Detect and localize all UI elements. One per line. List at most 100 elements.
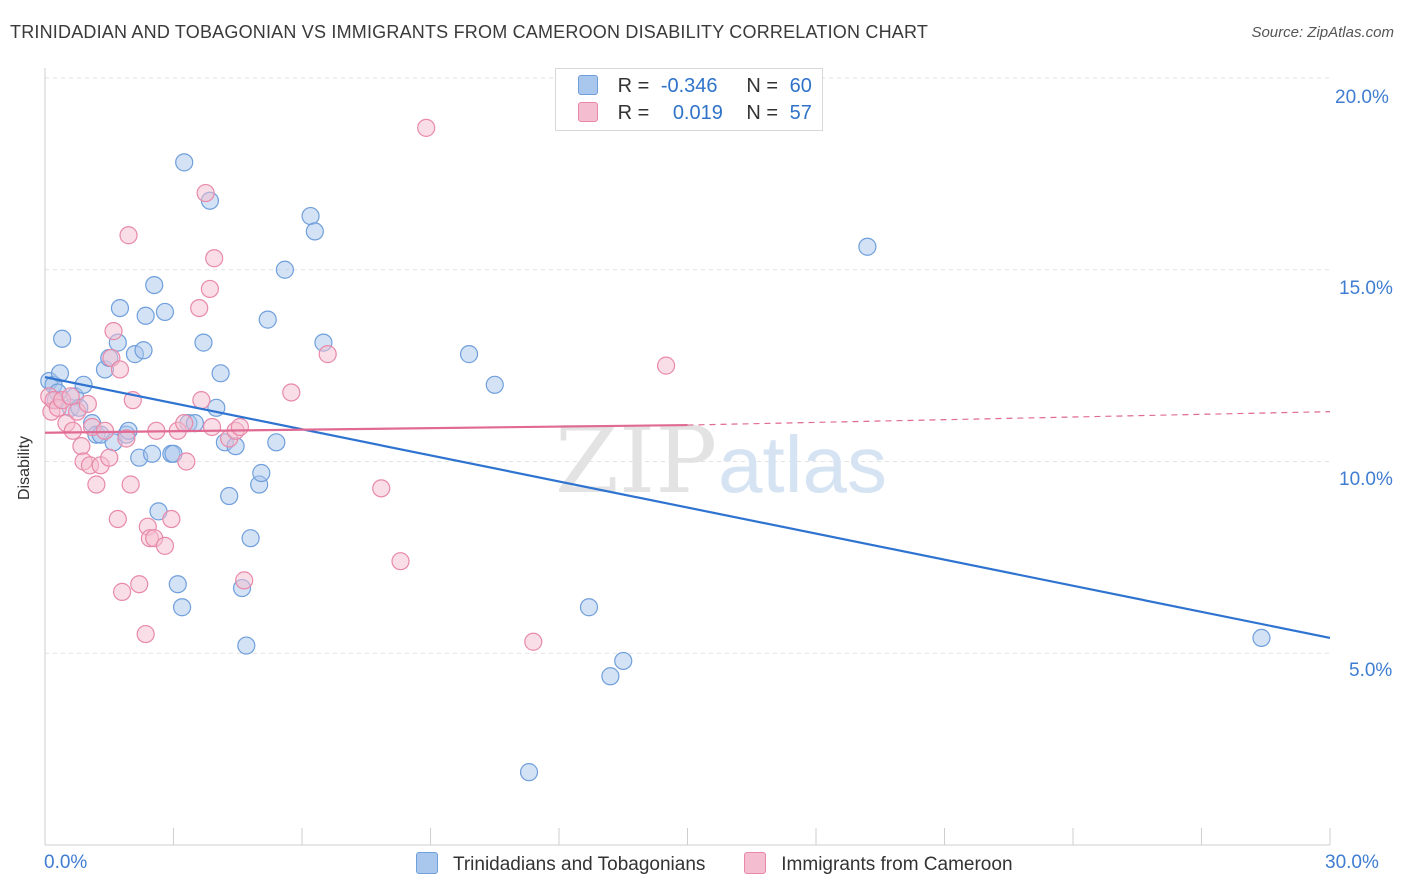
point-trinidadian <box>168 575 187 594</box>
point-cameroon <box>417 118 436 137</box>
point-trinidadian <box>211 364 230 383</box>
point-trinidadian <box>305 222 324 241</box>
point-trinidadian <box>252 463 271 483</box>
point-trinidadian <box>275 260 294 279</box>
point-trinidadian <box>172 598 192 617</box>
chart-title: TRINIDADIAN AND TOBAGONIAN VS IMMIGRANTS… <box>10 22 929 42</box>
point-cameroon <box>108 509 127 529</box>
point-cameroon <box>175 414 194 433</box>
point-trinidadian <box>601 667 620 686</box>
y-tick-label-15: 15.0% <box>1339 278 1393 299</box>
point-cameroon <box>119 226 138 245</box>
point-cameroon <box>205 249 224 268</box>
legend-swatch-blue <box>416 852 438 874</box>
source-label: Source: ZipAtlas.com <box>1251 24 1394 41</box>
point-trinidadian <box>267 433 286 452</box>
point-cameroon <box>100 448 119 467</box>
point-cameroon <box>72 437 91 456</box>
legend-label-trinidadians: Trinidadians and Tobagonians <box>452 854 706 875</box>
trend-lines <box>44 376 1331 639</box>
trend-line-cameroon <box>687 411 1331 426</box>
point-trinidadian <box>241 529 260 548</box>
point-cameroon <box>112 582 132 601</box>
data-points <box>40 118 1271 782</box>
n-label: N = <box>746 102 779 124</box>
point-cameroon <box>104 322 123 341</box>
point-trinidadian <box>258 310 277 329</box>
point-trinidadian <box>459 345 479 364</box>
point-trinidadian <box>136 306 155 325</box>
r-label: R = <box>617 102 650 124</box>
n-value: 60 <box>789 75 812 97</box>
point-trinidadian <box>142 444 162 463</box>
point-trinidadian <box>145 275 164 295</box>
legend-swatch-pink <box>744 852 766 874</box>
point-trinidadian <box>1252 628 1271 648</box>
point-cameroon <box>78 394 97 414</box>
point-cameroon <box>318 345 337 364</box>
blue-swatch <box>578 75 598 95</box>
point-trinidadian <box>519 763 539 782</box>
point-cameroon <box>95 421 115 440</box>
n-label: N = <box>746 75 779 97</box>
point-cameroon <box>61 387 80 406</box>
legend-item-trinidadians: Trinidadians and Tobagonians <box>416 852 705 876</box>
point-cameroon <box>155 536 175 555</box>
y-tick-label-5: 5.0% <box>1349 660 1393 681</box>
point-trinidadian <box>175 153 194 172</box>
point-cameroon <box>87 475 106 494</box>
y-tick-label-10: 10.0% <box>1339 469 1393 490</box>
r-value: 0.019 <box>672 102 723 124</box>
r-label: R = <box>617 75 650 97</box>
point-cameroon <box>372 479 391 498</box>
point-cameroon <box>162 509 181 529</box>
point-cameroon <box>117 429 136 448</box>
point-cameroon <box>230 417 249 437</box>
x-tick-label-min: 0.0% <box>44 852 88 873</box>
watermark-atlas: atlas <box>718 420 887 509</box>
point-cameroon <box>200 279 220 299</box>
point-cameroon <box>524 632 543 651</box>
n-value: 57 <box>789 102 812 124</box>
point-trinidadian <box>579 598 599 617</box>
point-cameroon <box>110 360 130 379</box>
point-trinidadian <box>155 302 175 322</box>
point-cameroon <box>121 475 140 494</box>
trend-line-cameroon <box>44 423 688 434</box>
point-trinidadian <box>50 364 70 383</box>
stats-legend-row-pink: R = 0.019 N = 57 <box>578 102 812 128</box>
r-value: -0.346 <box>660 75 718 97</box>
point-cameroon <box>656 356 676 375</box>
pink-swatch <box>578 102 598 122</box>
point-trinidadian <box>237 636 256 655</box>
point-cameroon <box>192 391 211 410</box>
legend-item-cameroon: Immigrants from Cameroon <box>744 852 1013 876</box>
point-trinidadian <box>485 375 504 394</box>
point-trinidadian <box>858 237 877 256</box>
grid-lines <box>45 77 1330 654</box>
point-cameroon <box>136 624 155 644</box>
axes <box>44 68 1331 846</box>
point-trinidadian <box>614 651 633 671</box>
point-cameroon <box>190 299 209 318</box>
point-trinidadian <box>301 206 320 226</box>
point-trinidadian <box>220 486 239 506</box>
point-trinidadian <box>134 341 153 360</box>
point-trinidadian <box>110 299 130 318</box>
trend-line-trinidadian <box>44 376 1331 639</box>
point-cameroon <box>235 571 254 590</box>
stats-legend-row-blue: R = -0.346 N = 60 <box>578 75 812 101</box>
point-cameroon <box>282 383 301 402</box>
point-cameroon <box>202 417 222 437</box>
point-trinidadian <box>194 333 213 352</box>
point-cameroon <box>63 421 82 440</box>
point-cameroon <box>177 452 196 471</box>
stats-legend: R = -0.346 N = 60 R = 0.019 N = 57 <box>555 68 823 131</box>
y-tick-label-20: 20.0% <box>1335 87 1389 108</box>
point-cameroon <box>130 575 149 594</box>
point-cameroon <box>391 552 410 571</box>
point-trinidadian <box>53 329 72 348</box>
point-cameroon <box>196 183 215 203</box>
watermark: ZIP atlas <box>555 407 887 514</box>
